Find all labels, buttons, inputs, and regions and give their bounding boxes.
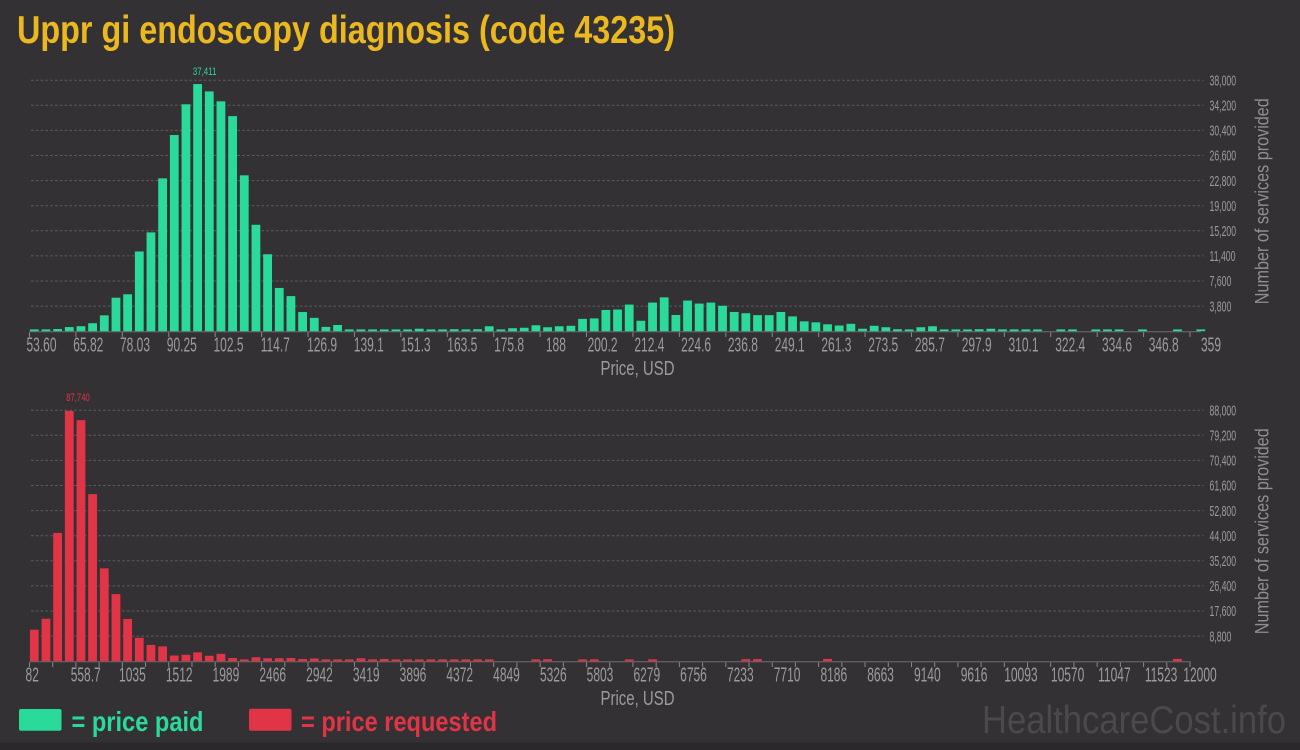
svg-text:236.8: 236.8 [728,335,758,357]
svg-text:11523: 11523 [1145,665,1178,687]
svg-text:334.6: 334.6 [1102,335,1132,357]
svg-text:6756: 6756 [680,665,707,687]
svg-text:2466: 2466 [259,665,286,687]
svg-text:102.5: 102.5 [214,335,244,357]
svg-text:322.4: 322.4 [1055,335,1085,357]
svg-text:558.7: 558.7 [71,665,101,687]
svg-text:= price requested: = price requested [301,706,497,737]
svg-text:HealthcareCost.info: HealthcareCost.info [982,699,1286,742]
svg-text:35,200: 35,200 [1210,554,1237,570]
svg-text:200.2: 200.2 [588,335,618,357]
svg-text:61,600: 61,600 [1210,479,1237,495]
svg-text:151.3: 151.3 [401,335,431,357]
svg-text:310.1: 310.1 [1009,335,1039,357]
svg-text:2942: 2942 [306,665,333,687]
svg-text:88,000: 88,000 [1210,403,1237,419]
svg-text:163.5: 163.5 [447,335,477,357]
svg-text:Price, USD: Price, USD [601,358,675,380]
svg-text:1512: 1512 [166,665,193,687]
svg-text:7710: 7710 [774,665,801,687]
svg-text:90.25: 90.25 [167,335,197,357]
svg-text:1035: 1035 [119,665,146,687]
svg-text:34,200: 34,200 [1210,99,1237,115]
svg-text:261.3: 261.3 [821,335,851,357]
svg-text:Price, USD: Price, USD [601,688,675,710]
svg-text:Number of services provided: Number of services provided [1252,98,1274,304]
svg-text:8663: 8663 [867,665,894,687]
svg-text:= price paid: = price paid [72,706,204,737]
svg-text:1989: 1989 [213,665,240,687]
svg-text:359: 359 [1201,335,1221,357]
svg-text:30,400: 30,400 [1210,124,1237,140]
svg-text:22,800: 22,800 [1210,174,1237,190]
svg-text:26,400: 26,400 [1210,579,1237,595]
svg-text:4372: 4372 [446,665,473,687]
svg-text:3419: 3419 [353,665,380,687]
svg-text:114.7: 114.7 [261,335,290,357]
svg-text:17,600: 17,600 [1210,604,1237,620]
svg-text:11,400: 11,400 [1210,249,1236,265]
svg-text:7233: 7233 [727,665,754,687]
svg-text:6279: 6279 [633,665,660,687]
svg-text:224.6: 224.6 [681,335,711,357]
svg-text:3896: 3896 [400,665,427,687]
svg-text:10570: 10570 [1051,665,1084,687]
svg-text:7,600: 7,600 [1210,274,1232,290]
svg-text:9616: 9616 [961,665,988,687]
svg-text:8186: 8186 [820,665,847,687]
svg-text:5803: 5803 [587,665,614,687]
svg-text:8,800: 8,800 [1210,629,1232,645]
svg-text:9140: 9140 [914,665,941,687]
svg-text:19,000: 19,000 [1210,199,1237,215]
svg-text:126.9: 126.9 [307,335,337,357]
svg-text:44,000: 44,000 [1210,529,1237,545]
svg-text:38,000: 38,000 [1210,73,1237,89]
svg-text:297.9: 297.9 [962,335,992,357]
svg-text:175.8: 175.8 [494,335,524,357]
svg-text:12000: 12000 [1183,665,1216,687]
svg-text:78.03: 78.03 [120,335,150,357]
svg-text:15,200: 15,200 [1210,224,1237,240]
svg-text:346.8: 346.8 [1149,335,1179,357]
svg-text:3,800: 3,800 [1210,299,1232,315]
svg-text:53.60: 53.60 [27,335,57,357]
svg-text:139.1: 139.1 [354,335,384,357]
svg-text:65.82: 65.82 [73,335,103,357]
svg-text:87,740: 87,740 [66,392,90,404]
svg-text:82: 82 [26,665,39,687]
svg-text:273.5: 273.5 [868,335,898,357]
svg-text:79,200: 79,200 [1210,429,1237,445]
svg-text:5326: 5326 [540,665,567,687]
svg-text:26,600: 26,600 [1210,149,1237,165]
svg-text:4849: 4849 [493,665,520,687]
svg-text:37,411: 37,411 [193,66,217,78]
svg-text:212.4: 212.4 [634,335,664,357]
svg-text:Number of services provided: Number of services provided [1252,428,1274,634]
svg-text:285.7: 285.7 [915,335,945,357]
svg-text:52,800: 52,800 [1210,504,1237,520]
svg-text:11047: 11047 [1098,665,1131,687]
svg-text:10093: 10093 [1004,665,1037,687]
svg-text:249.1: 249.1 [775,335,805,357]
svg-text:188: 188 [546,335,566,357]
svg-text:Uppr gi endoscopy diagnosis (c: Uppr gi endoscopy diagnosis (code 43235) [17,9,675,52]
svg-text:70,400: 70,400 [1210,454,1237,470]
